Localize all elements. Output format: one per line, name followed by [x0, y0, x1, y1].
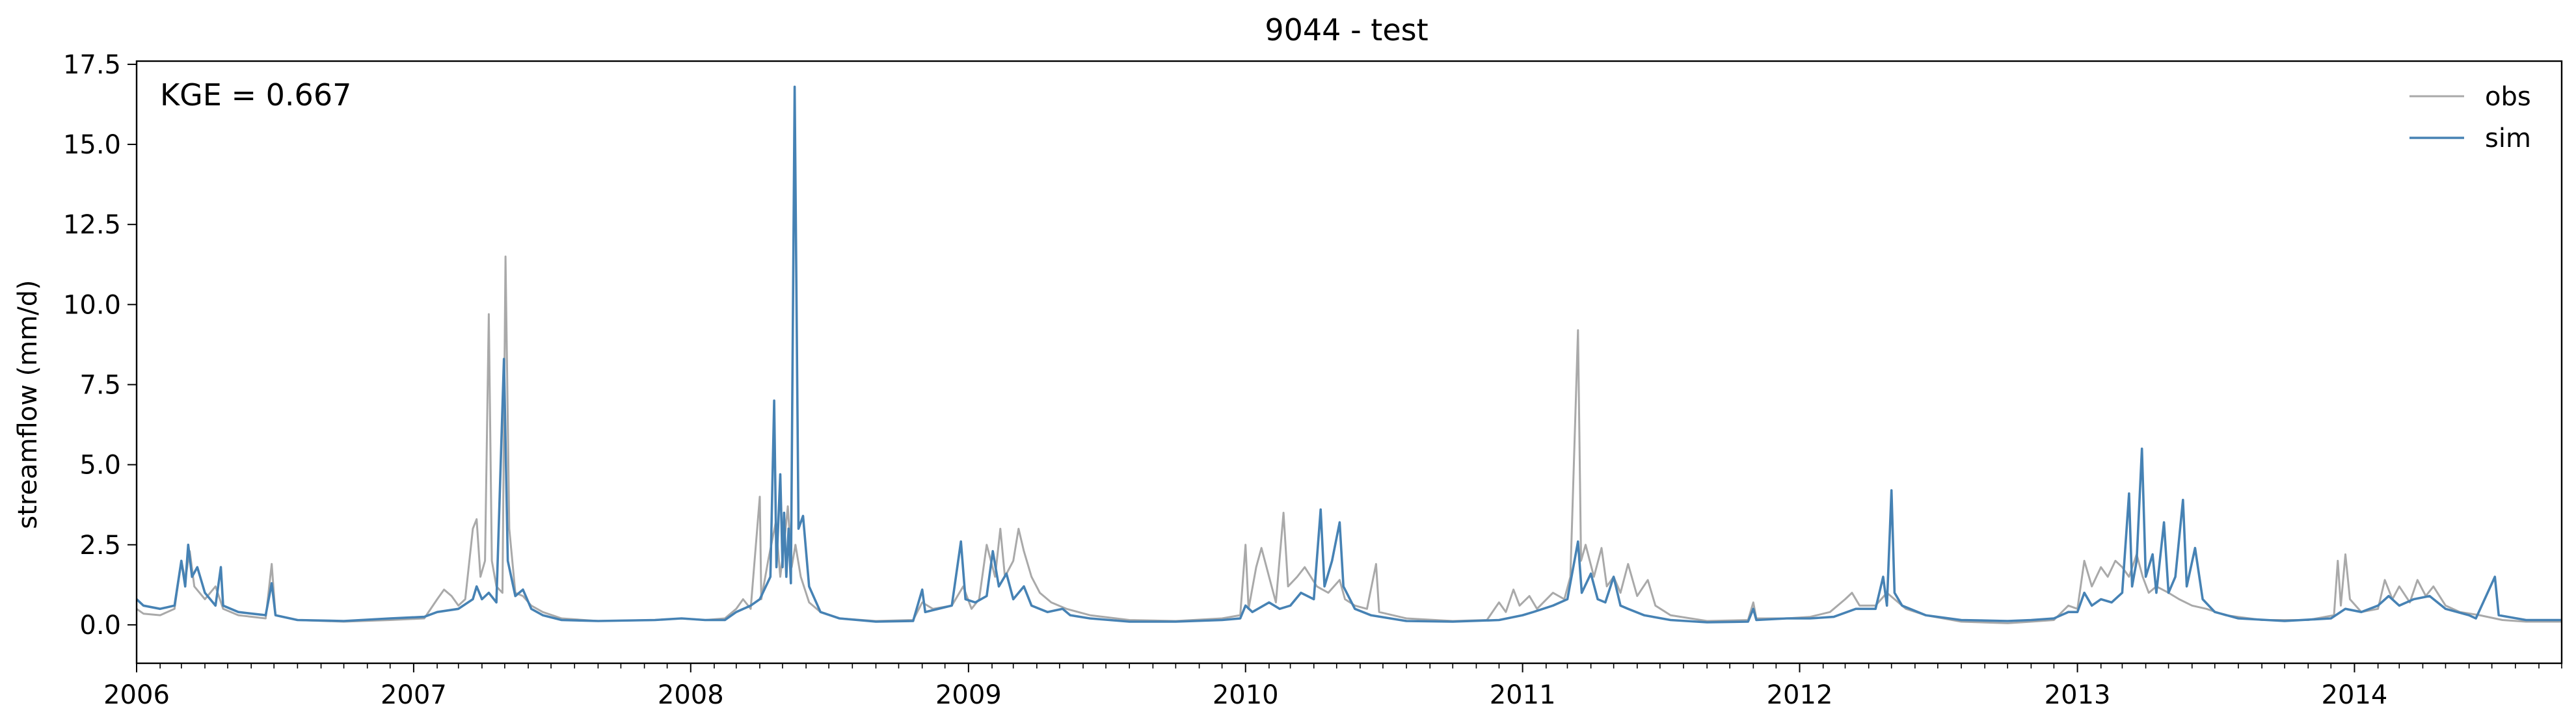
y-tick-label: 7.5	[79, 370, 121, 400]
legend-label-obs: obs	[2485, 82, 2531, 112]
x-tick-label: 2014	[2322, 680, 2388, 710]
y-tick-label: 5.0	[79, 451, 121, 481]
series-layer	[137, 85, 2562, 624]
chart-title: 9044 - test	[1265, 12, 1428, 47]
legend-label-sim: sim	[2485, 124, 2531, 153]
x-axis: 2006 2007 2008 2009 2010 2011 2012 2013 2014	[103, 663, 2562, 710]
y-tick-label: 0.0	[79, 611, 121, 641]
x-tick-label: 2008	[658, 680, 724, 710]
x-tick-label: 2010	[1213, 680, 1279, 710]
x-tick-label: 2006	[103, 680, 170, 710]
y-axis: 0.0 2.5 5.0 7.5 10.0 12.5 15.0 17.5	[63, 50, 137, 641]
x-tick-label: 2011	[1490, 680, 1556, 710]
series-line-obs	[137, 256, 2562, 624]
plot-frame	[135, 60, 2563, 665]
y-tick-label: 17.5	[63, 50, 121, 80]
x-tick-label: 2009	[935, 680, 1002, 710]
series-line-sim	[137, 85, 2562, 624]
kge-annotation: KGE = 0.667	[160, 77, 351, 112]
y-tick-label: 10.0	[63, 290, 121, 320]
y-tick-label: 12.5	[63, 210, 121, 240]
x-tick-label: 2007	[381, 680, 447, 710]
x-tick-label: 2012	[1767, 680, 1833, 710]
legend: obs sim	[2409, 82, 2531, 153]
x-tick-label: 2013	[2045, 680, 2111, 710]
y-tick-label: 2.5	[79, 531, 121, 561]
y-tick-label: 15.0	[63, 130, 121, 160]
y-axis-label: streamflow (mm/d)	[13, 280, 43, 529]
